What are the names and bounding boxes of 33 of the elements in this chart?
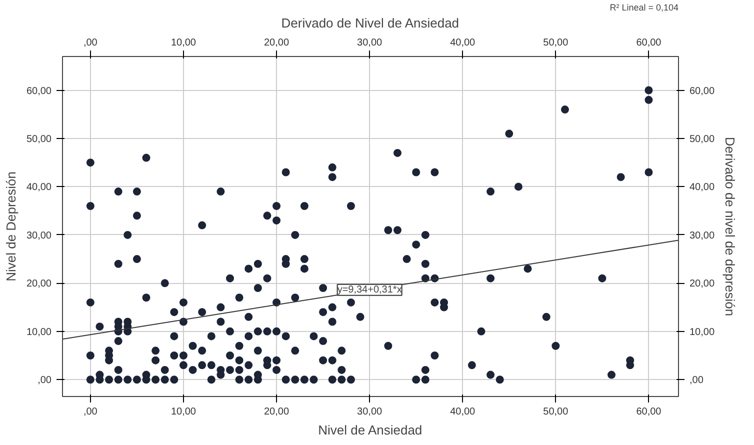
x2-tick-label: 40,00	[450, 406, 476, 418]
x-tick-label: 40,00	[450, 38, 476, 48]
x2-tick-label: 60,00	[636, 406, 662, 418]
x-tick-label: 20,00	[264, 38, 290, 48]
x2-tick-label: 30,00	[357, 406, 383, 418]
y-tick-label: 10,00	[26, 326, 52, 338]
text: R² Lineal = 0,104	[610, 2, 678, 12]
y2-tick-label: ,00	[690, 375, 704, 386]
y-tick-label: 20,00	[26, 278, 52, 290]
x-tick-label: 60,00	[636, 38, 662, 48]
y2-tick-label: 60,00	[690, 86, 715, 97]
y-tick-label: ,00	[38, 375, 52, 386]
y-tick-label: 40,00	[26, 182, 52, 194]
y2-tick-label: 20,00	[690, 278, 715, 290]
y2-tick-label: 40,00	[690, 182, 715, 194]
x-tick-label: 10,00	[170, 38, 196, 48]
y2-tick-label: 10,00	[690, 326, 715, 338]
x2-tick-label: 10,00	[170, 406, 196, 418]
y2-axis-title: Derivado de nivel de depresión	[722, 136, 738, 316]
y-tick-label: 60,00	[26, 86, 52, 97]
y2-tick-label: 50,00	[690, 134, 715, 145]
x-tick-label: 50,00	[543, 38, 569, 48]
x-axis-title: Nivel de Ansiedad	[318, 422, 422, 438]
x2-axis-title: Derivado de Nivel de Ansiedad	[281, 16, 460, 30]
x2-tick-label: 50,00	[543, 406, 569, 418]
x2-tick-label: 20,00	[264, 406, 290, 418]
y2-tick-label: 30,00	[690, 230, 715, 242]
x-tick-label: ,00	[83, 38, 98, 48]
x-tick-label: 30,00	[357, 38, 383, 48]
y-tick-label: 50,00	[26, 134, 52, 145]
y-tick-label: 30,00	[26, 230, 52, 242]
y-axis-title: Nivel de Depresión	[3, 172, 18, 282]
x2-tick-label: ,00	[83, 406, 98, 418]
